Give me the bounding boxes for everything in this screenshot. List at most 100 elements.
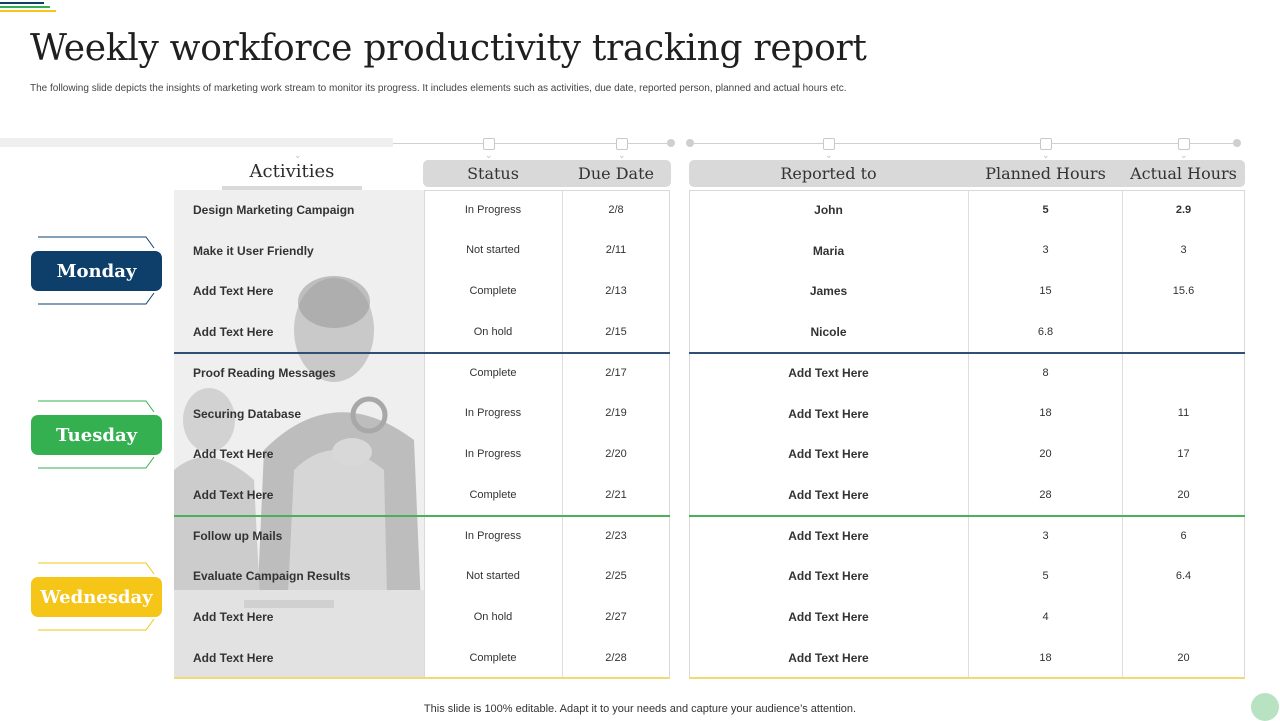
actual-hours-cell: 20 (1177, 489, 1190, 501)
monday-separator-left (174, 352, 670, 354)
status-cell: Not started (466, 570, 520, 582)
due-date-cell: 2/17 (605, 367, 627, 379)
column-divider (562, 190, 563, 678)
status-cell: On hold (473, 326, 513, 338)
activity-cell: Securing Database (193, 407, 302, 421)
due-date-cell: 2/25 (605, 570, 627, 582)
planned-hours-cell: 20 (1039, 448, 1052, 460)
chevron-down-icon: ⌄ (294, 150, 302, 160)
timeline-marker (823, 138, 835, 150)
left-gray-bar (0, 138, 393, 147)
header-planned-hours: Planned Hours (985, 164, 1106, 183)
activities-underline (222, 186, 362, 190)
planned-hours-cell: 5 (1042, 570, 1049, 582)
timeline-marker (483, 138, 495, 150)
due-date-cell: 2/21 (605, 489, 627, 501)
planned-hours-cell: 18 (1039, 407, 1052, 419)
background-photo (174, 190, 424, 678)
status-cell: In Progress (464, 530, 522, 542)
reported-to-cell: Add Text Here (788, 529, 869, 543)
reported-to-cell: Add Text Here (788, 447, 869, 461)
status-cell: Complete (469, 489, 517, 501)
actual-hours-cell: 11 (1177, 407, 1190, 419)
status-cell: In Progress (464, 204, 522, 216)
activity-cell: Add Text Here (193, 325, 274, 339)
timeline-line-left (393, 143, 671, 144)
due-date-cell: 2/13 (605, 285, 627, 297)
timeline-dot (1233, 139, 1241, 147)
chevron-down-icon: ⌄ (485, 150, 493, 160)
due-date-cell: 2/15 (605, 326, 627, 338)
status-cell: Complete (469, 285, 517, 297)
tuesday-separator-left (174, 515, 670, 517)
reported-to-cell: Add Text Here (788, 407, 869, 421)
due-date-cell: 2/20 (605, 448, 627, 460)
status-cell: In Progress (464, 407, 522, 419)
corner-decoration (0, 2, 56, 14)
page-title: Weekly workforce productivity tracking r… (30, 28, 867, 69)
activity-cell: Evaluate Campaign Results (193, 569, 351, 583)
status-cell: Complete (469, 652, 517, 664)
due-date-cell: 2/27 (605, 611, 627, 623)
column-divider (1122, 190, 1123, 678)
footer-note: This slide is 100% editable. Adapt it to… (423, 703, 857, 715)
planned-hours-cell: 8 (1042, 367, 1049, 379)
activity-cell: Follow up Mails (193, 529, 283, 543)
tuesday-frame (38, 400, 155, 469)
header-bar-right (689, 160, 1245, 187)
header-activities: Activities (249, 161, 335, 182)
activity-cell: Add Text Here (193, 447, 274, 461)
chevron-down-icon: ⌄ (618, 150, 626, 160)
planned-hours-cell: 28 (1039, 489, 1052, 501)
activity-cell: Add Text Here (193, 610, 274, 624)
day-label-tuesday: Tuesday (31, 415, 162, 455)
reported-to-cell: Add Text Here (788, 488, 869, 502)
bottom-line-left (174, 677, 670, 679)
status-cell: Not started (466, 244, 520, 256)
status-cell: In Progress (464, 448, 522, 460)
day-label-monday: Monday (31, 251, 162, 291)
actual-hours-cell: 20 (1177, 652, 1190, 664)
chevron-down-icon: ⌄ (1180, 150, 1188, 160)
reported-to-cell: Add Text Here (788, 651, 869, 665)
monday-frame (38, 236, 155, 305)
timeline-marker (1178, 138, 1190, 150)
activity-cell: Proof Reading Messages (193, 366, 336, 380)
reported-to-cell: John (814, 203, 843, 217)
header-reported-to: Reported to (780, 164, 877, 183)
column-divider (968, 190, 969, 678)
timeline-dot (686, 139, 694, 147)
due-date-cell: 2/23 (605, 530, 627, 542)
bottom-line-right (689, 677, 1245, 679)
table-right-frame (689, 190, 1245, 678)
page-subtitle: The following slide depicts the insights… (30, 83, 847, 94)
due-date-cell: 2/11 (605, 244, 627, 256)
decorative-circle (1251, 693, 1279, 721)
planned-hours-cell: 15 (1039, 285, 1052, 297)
reported-to-cell: Add Text Here (788, 569, 869, 583)
reported-to-cell: Maria (812, 244, 845, 258)
status-cell: Complete (469, 367, 517, 379)
header-due-date: Due Date (578, 164, 654, 183)
planned-hours-cell: 6.8 (1037, 326, 1054, 338)
timeline-dot (667, 139, 675, 147)
timeline-marker (1040, 138, 1052, 150)
actual-hours-cell: 3 (1180, 244, 1187, 256)
planned-hours-cell: 4 (1042, 611, 1049, 623)
due-date-cell: 2/8 (608, 204, 624, 216)
reported-to-cell: Add Text Here (788, 366, 869, 380)
wednesday-frame (38, 562, 155, 631)
actual-hours-cell: 2.9 (1175, 204, 1192, 216)
header-status: Status (467, 164, 519, 183)
table-left-frame (424, 190, 670, 678)
header-bar-left (423, 160, 671, 187)
chevron-down-icon: ⌄ (1042, 150, 1050, 160)
actual-hours-cell: 6.4 (1175, 570, 1192, 582)
activity-cell: Add Text Here (193, 488, 274, 502)
planned-hours-cell: 3 (1042, 244, 1049, 256)
actual-hours-cell: 6 (1180, 530, 1187, 542)
timeline-line-right (689, 143, 1238, 144)
planned-hours-cell: 5 (1042, 204, 1049, 216)
activity-cell: Add Text Here (193, 284, 274, 298)
day-label-wednesday: Wednesday (31, 577, 162, 617)
